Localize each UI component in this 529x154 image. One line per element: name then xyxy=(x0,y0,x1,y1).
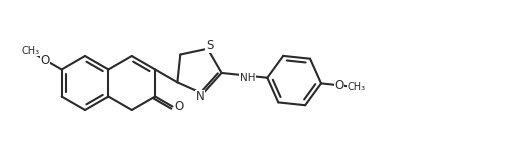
Text: O: O xyxy=(40,54,50,67)
Text: CH₃: CH₃ xyxy=(21,45,40,55)
Text: O: O xyxy=(175,100,184,113)
Text: N: N xyxy=(196,90,204,103)
Text: CH₃: CH₃ xyxy=(348,82,366,92)
Text: S: S xyxy=(206,39,213,52)
Text: NH: NH xyxy=(240,73,255,83)
Text: O: O xyxy=(334,79,343,92)
